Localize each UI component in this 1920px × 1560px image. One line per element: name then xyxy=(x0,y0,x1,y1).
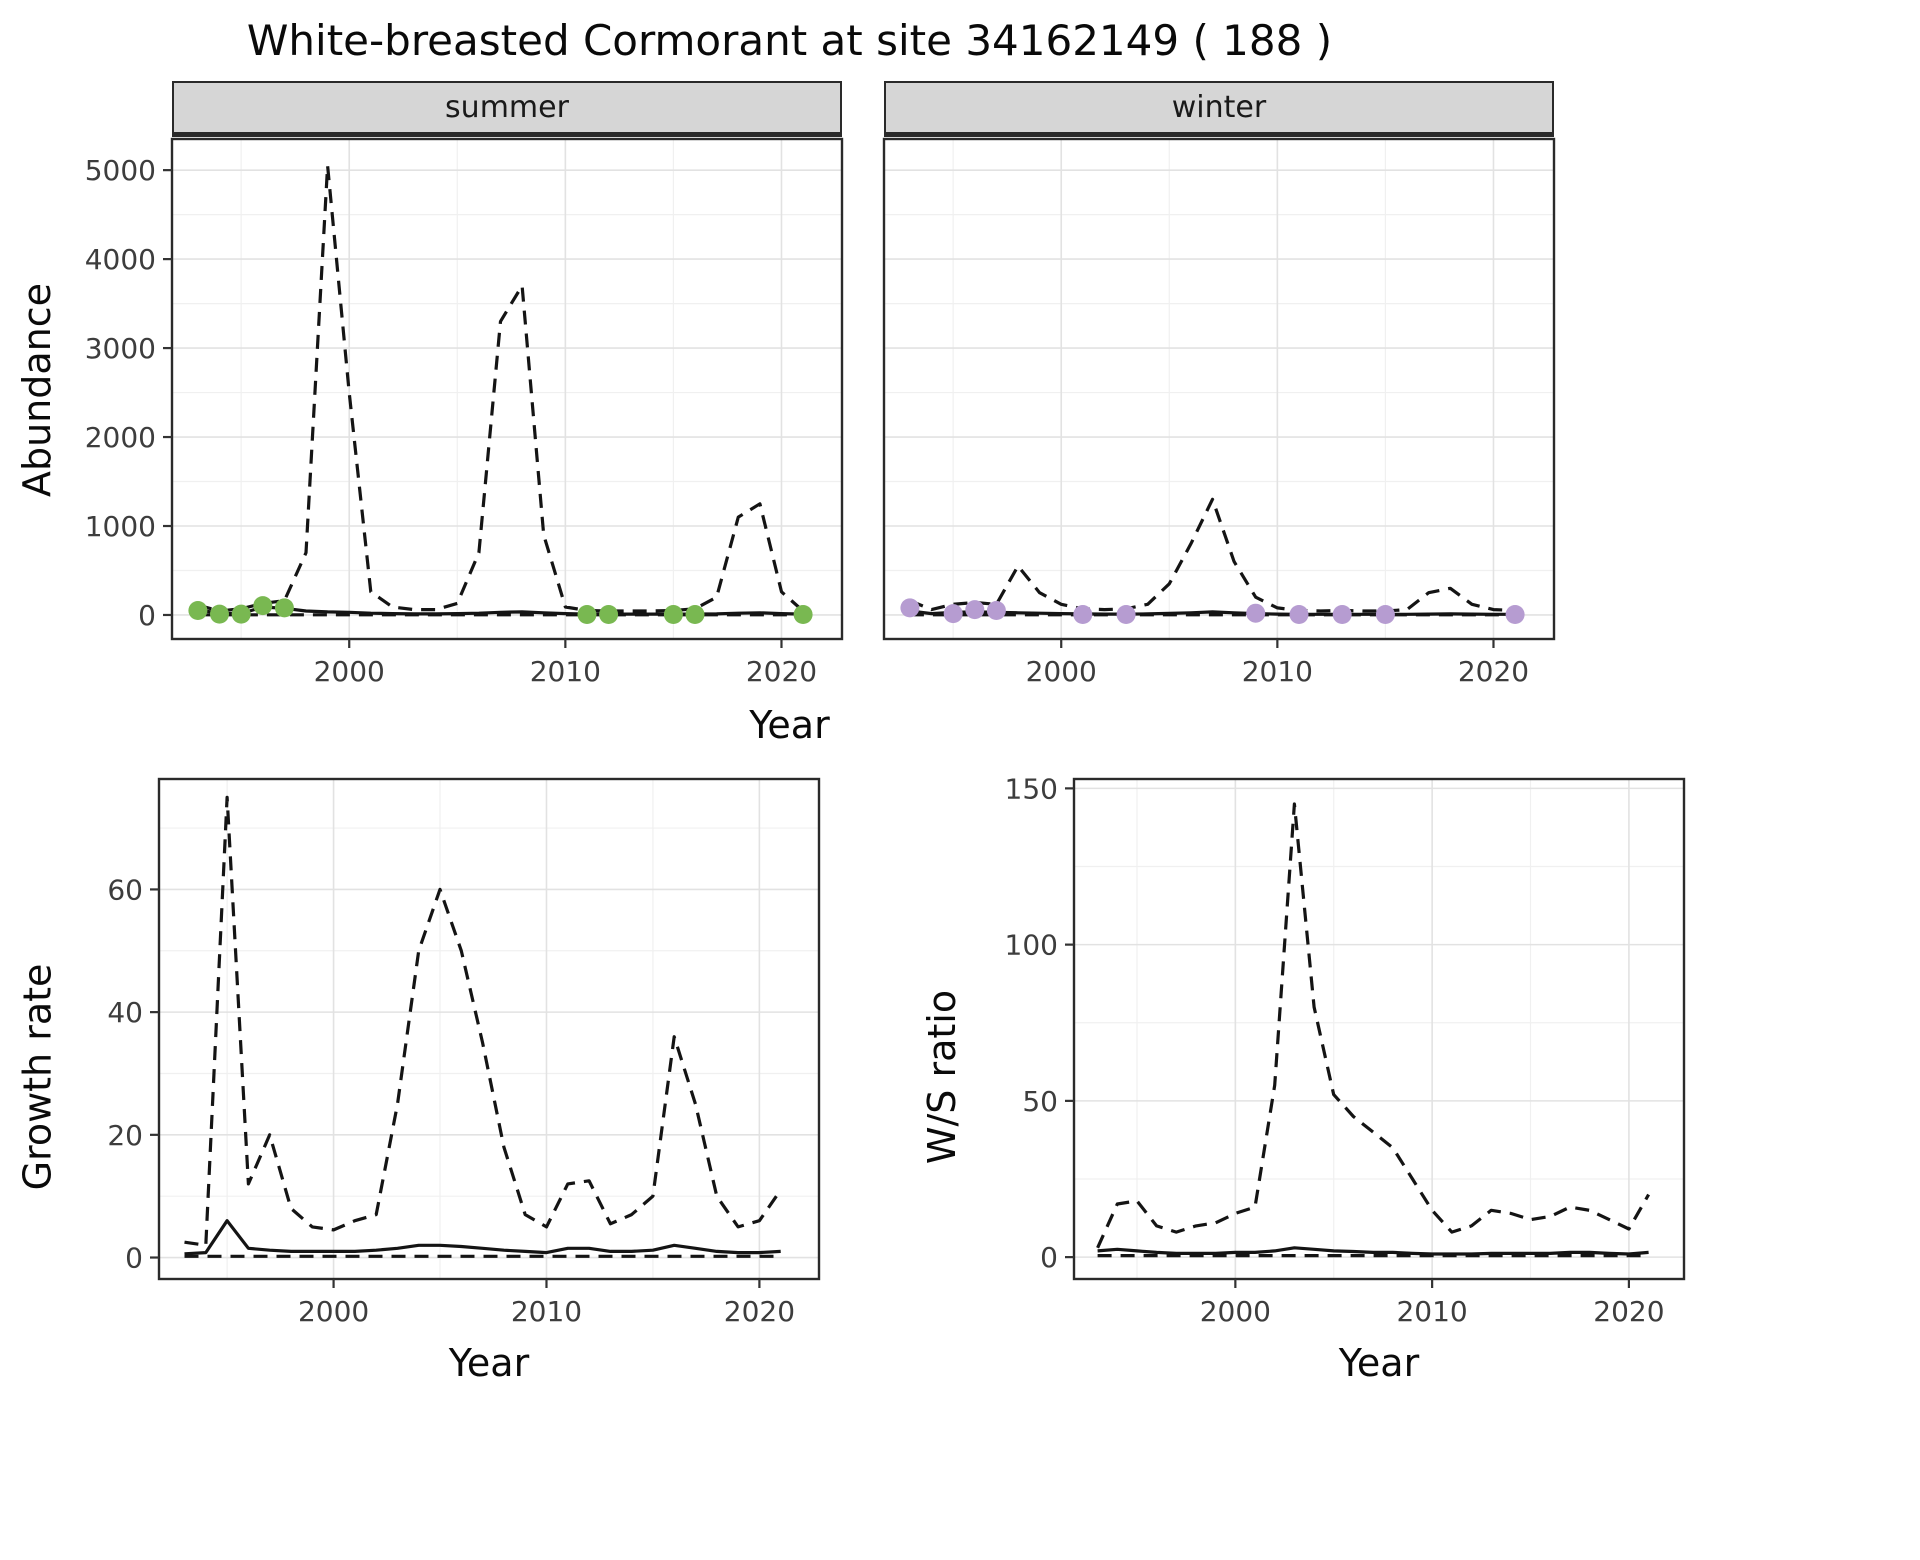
winter-abundance-chart: 2000 2010 2020 xyxy=(882,137,1556,688)
winter-facet-column: winter 2000 2010 2020 xyxy=(876,81,1569,699)
svg-text:2000: 2000 xyxy=(298,1295,369,1328)
svg-text:2020: 2020 xyxy=(724,1295,795,1328)
svg-text:150: 150 xyxy=(1005,772,1058,805)
svg-text:0: 0 xyxy=(125,1242,143,1275)
svg-text:2020: 2020 xyxy=(746,655,817,688)
svg-text:40: 40 xyxy=(107,996,143,1029)
ws-ratio-axis-label-wrap: W/S ratio xyxy=(915,769,969,1385)
figure: White-breasted Cormorant at site 3416214… xyxy=(10,16,1920,1385)
abundance-axis-label-wrap: Abundance xyxy=(10,81,64,699)
svg-text:2010: 2010 xyxy=(511,1295,582,1328)
facet-gap xyxy=(854,81,876,699)
summer-abundance-chart: 2000 2010 2020 0 1000 2000 3000 4000 5000 xyxy=(85,137,844,688)
svg-text:2020: 2020 xyxy=(1458,655,1529,688)
svg-text:2000: 2000 xyxy=(85,421,156,454)
shared-year-axis-label: Year xyxy=(749,703,830,747)
svg-text:3000: 3000 xyxy=(85,332,156,365)
svg-text:100: 100 xyxy=(1005,929,1058,962)
svg-text:2010: 2010 xyxy=(1242,655,1313,688)
summer-facet-column: summer 2000 2010 2020 0 1000 2000 3000 4000 5000 xyxy=(64,81,854,699)
abundance-axis-label: Abundance xyxy=(15,282,60,498)
svg-text:0: 0 xyxy=(1040,1241,1058,1274)
svg-text:4000: 4000 xyxy=(85,243,156,276)
figure-title: White-breasted Cormorant at site 3416214… xyxy=(246,16,1333,65)
ws-ratio-axis-label: W/S ratio xyxy=(920,989,965,1165)
facet-strip-summer: summer xyxy=(172,81,842,137)
svg-text:2020: 2020 xyxy=(1593,1295,1664,1328)
ws-year-axis-label: Year xyxy=(1338,1341,1420,1385)
svg-text:60: 60 xyxy=(107,873,143,906)
svg-text:0: 0 xyxy=(138,599,156,632)
growth-rate-axis-label-wrap: Growth rate xyxy=(10,769,64,1385)
growth-rate-column: 2000 2010 2020 0 20 40 60 Year xyxy=(64,769,839,1385)
ws-ratio-column: 2000 2010 2020 0 50 100 150 Year xyxy=(969,769,1704,1385)
ws-ratio-chart: 2000 2010 2020 0 50 100 150 xyxy=(1005,772,1686,1328)
svg-text:1000: 1000 xyxy=(85,510,156,543)
svg-text:2000: 2000 xyxy=(1200,1295,1271,1328)
svg-text:50: 50 xyxy=(1022,1085,1058,1118)
growth-year-axis-label: Year xyxy=(448,1341,530,1385)
facet-strip-winter: winter xyxy=(884,81,1554,137)
growth-rate-axis-label: Growth rate xyxy=(15,963,59,1191)
svg-text:2000: 2000 xyxy=(314,655,385,688)
svg-text:2000: 2000 xyxy=(1026,655,1097,688)
svg-text:5000: 5000 xyxy=(85,154,156,187)
abundance-facet-row: Abundance summer 2000 2010 2020 0 1000 2000 30… xyxy=(10,81,1920,699)
growth-rate-chart: 2000 2010 2020 0 20 40 60 xyxy=(107,777,821,1328)
svg-text:2010: 2010 xyxy=(530,655,601,688)
svg-text:2010: 2010 xyxy=(1396,1295,1467,1328)
bottom-charts-row: Growth rate 2000 2010 2020 0 20 40 60 Year W/S… xyxy=(10,769,1920,1385)
bottom-gap xyxy=(839,769,915,1385)
svg-text:20: 20 xyxy=(107,1119,143,1152)
